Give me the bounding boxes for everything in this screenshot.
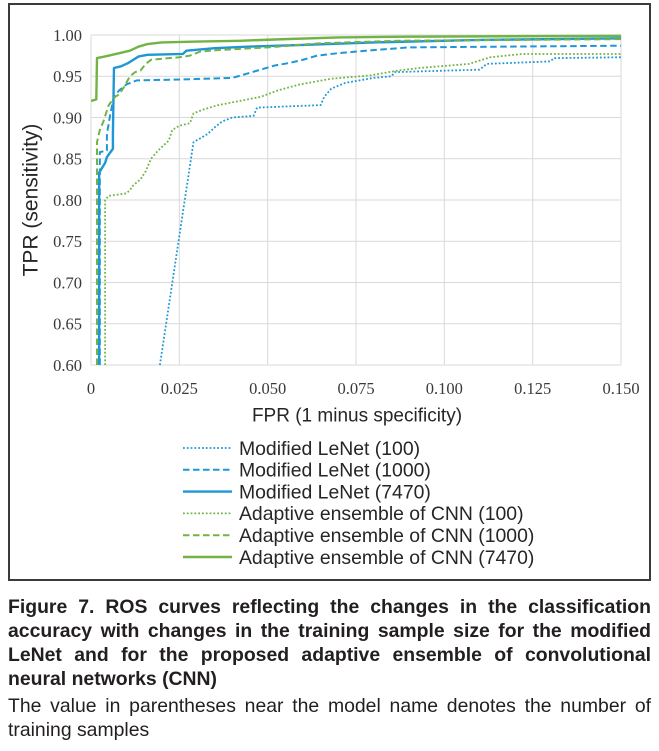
y-axis-label: TPR (sensitivity)	[19, 124, 42, 277]
series-line-adaptive-ensemble-of-cnn-7470	[91, 34, 622, 103]
x-tick-label: 0.075	[337, 379, 374, 398]
y-tick-label: 0.95	[53, 67, 82, 86]
legend-label: Adaptive ensemble of CNN (7470)	[239, 547, 534, 569]
legend-label: Adaptive ensemble of CNN (1000)	[239, 525, 534, 547]
series-line-modified-lenet-100	[159, 56, 622, 366]
legend-item-adaptive-ensemble-of-cnn-100: Adaptive ensemble of CNN (100)	[183, 503, 524, 525]
plot-series	[91, 34, 622, 366]
figure-caption: Figure 7. ROS curves reflecting the chan…	[8, 595, 651, 742]
x-tick-label: 0.050	[249, 379, 286, 398]
series-line-modified-lenet-1000	[98, 44, 622, 365]
x-axis-label: FPR (1 minus specificity)	[252, 406, 462, 427]
y-tick-label: 0.85	[53, 150, 82, 169]
legend-label: Adaptive ensemble of CNN (100)	[239, 503, 524, 525]
series-line-adaptive-ensemble-of-cnn-1000	[96, 38, 622, 365]
figure-frame	[8, 3, 651, 581]
x-tick-label: 0.025	[161, 379, 198, 398]
y-tick-label: 1.00	[53, 26, 82, 45]
series-line-adaptive-ensemble-of-cnn-100	[104, 53, 621, 365]
caption-title: Figure 7. ROS curves reflecting the chan…	[8, 596, 651, 690]
legend-label: Modified LeNet (100)	[239, 438, 420, 460]
y-tick-label: 0.80	[53, 191, 82, 210]
roc-chart: 0.60 0.65 0.70 0.75 0.80 0.85 0.90 0.95 1.00 0 0.0…	[19, 26, 639, 569]
caption-note: The value in parentheses near the model …	[8, 695, 651, 741]
y-tick-label: 0.75	[53, 232, 82, 251]
legend-item-adaptive-ensemble-of-cnn-7470: Adaptive ensemble of CNN (7470)	[183, 547, 534, 569]
legend-label: Modified LeNet (7470)	[239, 481, 431, 503]
x-tick-label: 0.150	[602, 379, 639, 398]
legend-item-adaptive-ensemble-of-cnn-1000: Adaptive ensemble of CNN (1000)	[183, 525, 534, 547]
y-tick-label: 0.70	[53, 273, 82, 292]
legend: Modified LeNet (100)Modified LeNet (1000…	[183, 438, 534, 569]
legend-item-modified-lenet-7470: Modified LeNet (7470)	[183, 481, 431, 503]
axis-ticks: 0.60 0.65 0.70 0.75 0.80 0.85 0.90 0.95 1.00 0 0.0…	[53, 26, 639, 398]
legend-item-modified-lenet-1000: Modified LeNet (1000)	[183, 460, 431, 482]
legend-item-modified-lenet-100: Modified LeNet (100)	[183, 438, 420, 460]
legend-label: Modified LeNet (1000)	[239, 460, 431, 482]
x-tick-label: 0.125	[514, 379, 551, 398]
x-tick-label: 0.100	[426, 379, 463, 398]
grid	[90, 34, 622, 366]
y-tick-label: 0.60	[53, 356, 82, 375]
x-tick-label: 0	[87, 379, 95, 398]
y-tick-label: 0.65	[53, 315, 82, 334]
series-line-modified-lenet-7470	[97, 37, 622, 365]
y-tick-label: 0.90	[53, 108, 82, 127]
